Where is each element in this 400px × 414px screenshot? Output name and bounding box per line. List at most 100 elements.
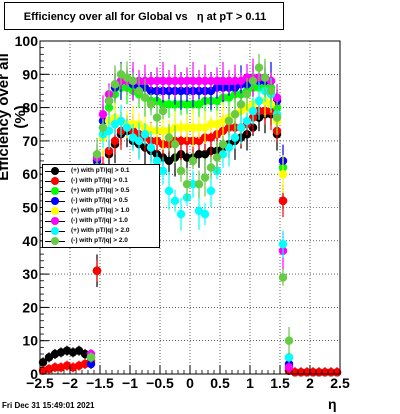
x-tick-label: 2 xyxy=(306,375,314,391)
legend-item: (+) with pT/|q| > 2.0 xyxy=(43,226,159,236)
legend-marker xyxy=(51,237,59,245)
chart-title-box: Efficiency over all for Global vs η at p… xyxy=(4,2,284,30)
legend-label: (-) with pT/|q| > 0.5 xyxy=(71,197,128,204)
legend: (+) with pT/|q| > 0.1 (-) with pT/|q| > … xyxy=(42,164,160,248)
data-point xyxy=(236,100,246,109)
data-point xyxy=(158,106,168,116)
data-point xyxy=(284,363,294,372)
data-point xyxy=(254,63,264,72)
data-point xyxy=(266,86,276,96)
y-tick-label: 40 xyxy=(22,233,38,249)
y-tick-label: 60 xyxy=(22,166,38,182)
data-point xyxy=(236,123,246,132)
data-point xyxy=(284,353,294,362)
legend-marker xyxy=(51,187,59,195)
data-point xyxy=(146,100,156,109)
data-point xyxy=(242,116,252,126)
legend-marker xyxy=(51,227,59,235)
x-tick-label: −2 xyxy=(62,375,78,391)
x-tick-label: −2.5 xyxy=(26,375,54,391)
x-tick-label: 1.5 xyxy=(270,375,290,391)
data-point xyxy=(128,76,138,86)
datestamp: Fri Dec 31 15:49:01 2021 xyxy=(2,401,95,410)
x-tick-label: 2.5 xyxy=(330,375,350,391)
data-series xyxy=(38,53,342,377)
data-point xyxy=(110,80,120,89)
data-point xyxy=(230,110,240,119)
data-point xyxy=(110,136,120,146)
data-point xyxy=(194,179,204,189)
x-tick-label: −1.5 xyxy=(86,375,114,391)
data-point xyxy=(164,133,174,142)
data-point xyxy=(254,96,264,106)
legend-marker xyxy=(51,177,59,185)
x-tick-label: 0 xyxy=(186,375,194,391)
data-point xyxy=(248,106,258,116)
data-point xyxy=(206,163,216,172)
data-point xyxy=(176,166,186,176)
legend-marker xyxy=(51,217,59,225)
legend-item: (-) with pT/|q| > 2.0 xyxy=(43,236,159,246)
y-tick-label: 80 xyxy=(22,100,38,116)
data-point xyxy=(98,110,108,119)
data-point xyxy=(92,149,102,159)
data-point xyxy=(158,166,168,176)
x-axis-label: η xyxy=(328,396,337,412)
x-tick-label: −0.5 xyxy=(146,375,174,391)
data-point xyxy=(164,186,174,196)
y-tick-label: 0 xyxy=(30,366,38,382)
y-tick-label: 50 xyxy=(22,200,38,216)
legend-item: (-) with pT/|q| > 0.5 xyxy=(43,196,159,206)
legend-label: (-) with pT/|q| > 1.0 xyxy=(71,217,128,224)
data-point xyxy=(218,139,228,149)
y-tick-label: 20 xyxy=(22,299,38,315)
y-tick-label: 100 xyxy=(15,33,39,49)
data-point xyxy=(230,133,240,142)
legend-marker xyxy=(51,197,59,205)
y-tick-label: 70 xyxy=(22,133,38,149)
data-point xyxy=(140,129,150,139)
legend-label: (+) with pT/|q| > 0.1 xyxy=(71,167,130,174)
data-point xyxy=(98,123,108,132)
x-tick-label: 0.5 xyxy=(210,375,230,391)
data-point xyxy=(278,239,288,249)
legend-label: (-) with pT/|q| > 2.0 xyxy=(71,237,128,244)
legend-label: (+) with pT/|q| > 0.5 xyxy=(71,187,130,194)
data-point xyxy=(122,123,132,132)
data-point xyxy=(278,169,288,179)
data-point xyxy=(200,209,210,219)
legend-label: (+) with pT/|q| > 2.0 xyxy=(71,227,130,234)
data-point xyxy=(146,143,156,152)
legend-marker xyxy=(51,207,59,215)
y-tick-label: 30 xyxy=(22,266,38,282)
chart-title: Efficiency over all for Global vs η at p… xyxy=(5,11,285,23)
data-point xyxy=(170,139,180,149)
legend-marker xyxy=(51,167,59,175)
legend-item: (+) with pT/|q| > 0.1 xyxy=(43,166,159,176)
data-point xyxy=(260,73,270,82)
legend-label: (-) with pT/|q| > 0.1 xyxy=(71,177,128,184)
legend-item: (+) with pT/|q| > 0.5 xyxy=(43,186,159,196)
y-axis-label: Efficiency over all (%) xyxy=(0,53,29,181)
data-point xyxy=(242,90,252,99)
data-point xyxy=(278,196,288,206)
chart-title-eta: η at pT > 0.11 xyxy=(196,11,267,23)
data-point xyxy=(92,266,102,276)
data-point xyxy=(212,153,222,162)
x-tick-label: 1 xyxy=(246,375,254,391)
data-point xyxy=(182,179,192,189)
data-point xyxy=(134,136,144,146)
y-tick-label: 10 xyxy=(22,333,38,349)
data-point xyxy=(170,196,180,206)
data-point xyxy=(188,156,198,166)
chart-title-main: Efficiency over all for Global vs xyxy=(23,11,188,23)
data-point xyxy=(134,86,144,96)
data-point xyxy=(272,113,282,122)
legend-item: (-) with pT/|q| > 0.1 xyxy=(43,176,159,186)
data-point xyxy=(140,93,150,102)
legend-label: (+) with pT/|q| > 1.0 xyxy=(71,207,130,214)
data-point xyxy=(284,336,294,345)
axes: −2.5 −2 −1.5 −1 −0.5 0 0.5 1 1.5 2 2.5 0 10 20 30 40 50 6… xyxy=(15,33,350,391)
data-point xyxy=(86,353,96,362)
